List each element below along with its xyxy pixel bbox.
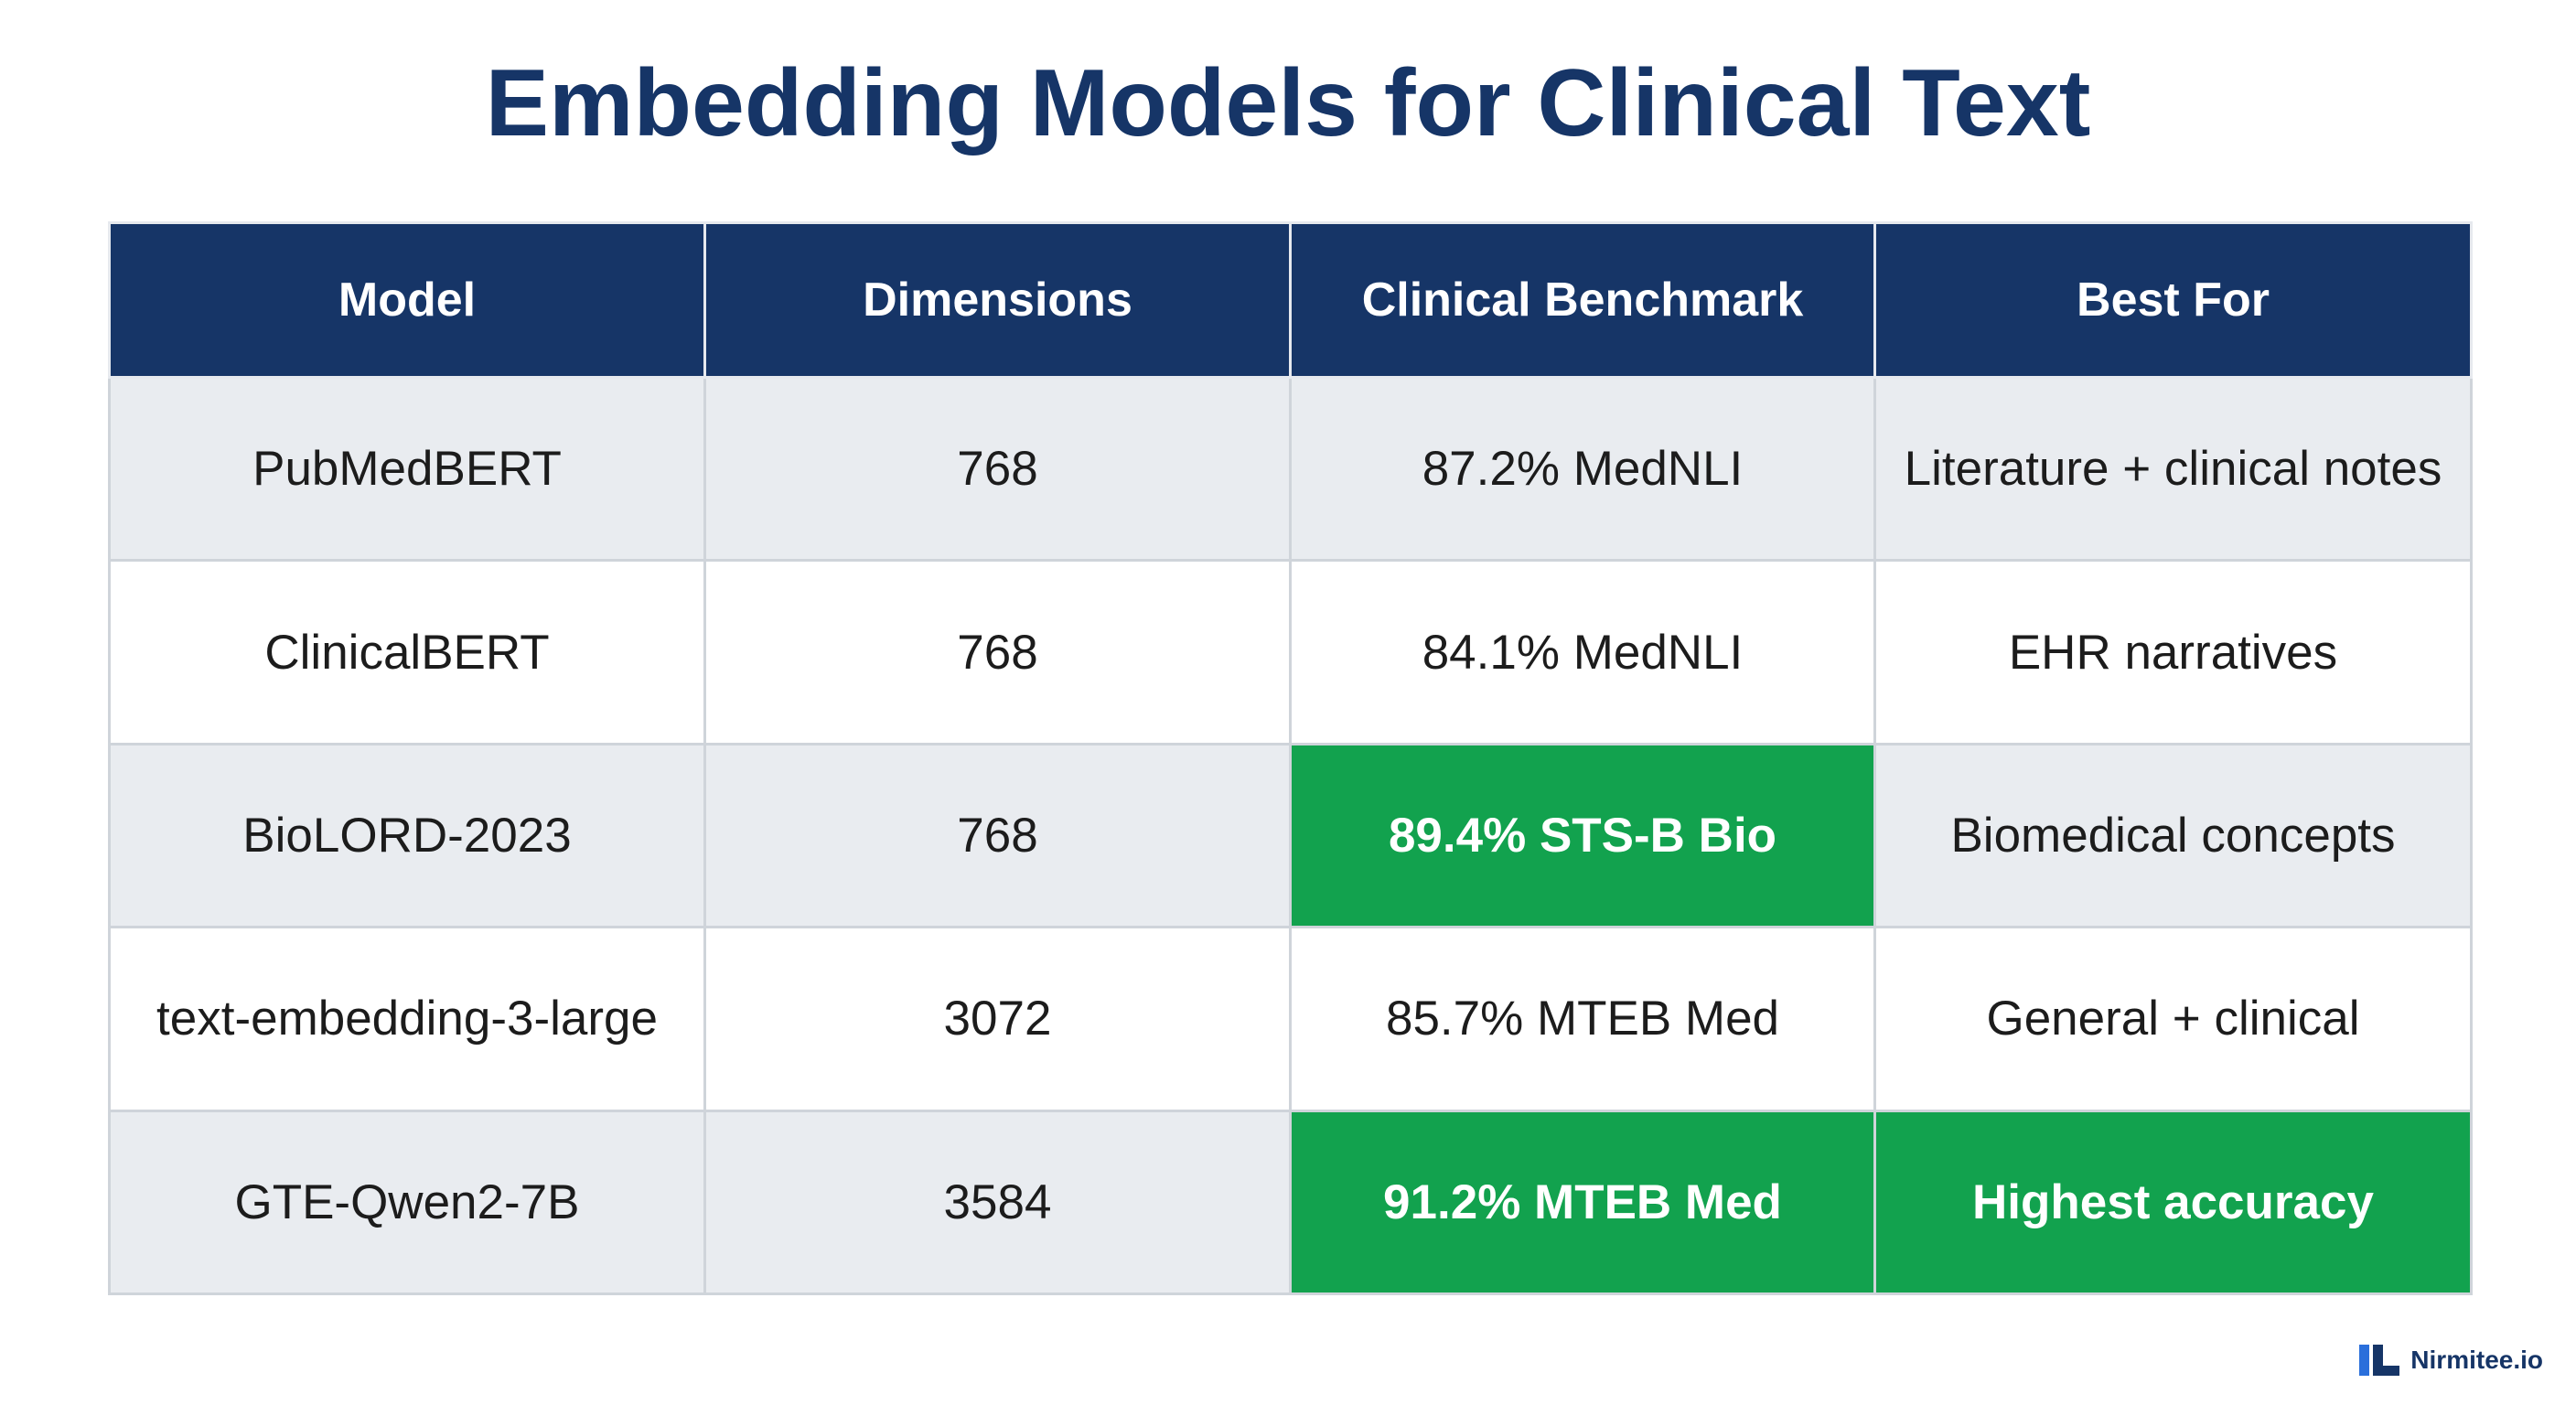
best-for-cell-highlighted: Highest accuracy — [1873, 1109, 2473, 1296]
column-header-dimensions: Dimensions — [703, 221, 1292, 379]
dimensions-cell: 768 — [703, 559, 1292, 745]
benchmark-cell: 84.1% MedNLI — [1289, 559, 1876, 745]
nirmitee-logo-icon — [2359, 1345, 2400, 1376]
table-row: text-embedding-3-large 3072 85.7% MTEB M… — [108, 926, 2473, 1112]
best-for-cell: Biomedical concepts — [1873, 742, 2473, 929]
dimensions-cell: 3584 — [703, 1109, 1292, 1296]
benchmark-cell-highlighted: 91.2% MTEB Med — [1289, 1109, 1876, 1296]
column-header-best-for: Best For — [1873, 221, 2473, 379]
benchmark-cell: 87.2% MedNLI — [1289, 375, 1876, 563]
model-cell: PubMedBERT — [108, 375, 706, 563]
model-cell: text-embedding-3-large — [108, 926, 706, 1112]
brand-logo: Nirmitee.io — [2359, 1345, 2543, 1376]
column-header-model: Model — [108, 221, 706, 379]
models-table: Model Dimensions Clinical Benchmark Best… — [108, 221, 2473, 1296]
brand-name: Nirmitee.io — [2410, 1346, 2543, 1374]
best-for-cell: Literature + clinical notes — [1873, 375, 2473, 563]
best-for-cell: EHR narratives — [1873, 559, 2473, 745]
model-cell: GTE-Qwen2-7B — [108, 1109, 706, 1296]
benchmark-cell: 85.7% MTEB Med — [1289, 926, 1876, 1112]
table-row: BioLORD-2023 768 89.4% STS-B Bio Biomedi… — [108, 742, 2473, 929]
dimensions-cell: 3072 — [703, 926, 1292, 1112]
table-row: ClinicalBERT 768 84.1% MedNLI EHR narrat… — [108, 559, 2473, 745]
column-header-benchmark: Clinical Benchmark — [1289, 221, 1876, 379]
dimensions-cell: 768 — [703, 742, 1292, 929]
benchmark-cell-highlighted: 89.4% STS-B Bio — [1289, 742, 1876, 929]
dimensions-cell: 768 — [703, 375, 1292, 563]
table-row: PubMedBERT 768 87.2% MedNLI Literature +… — [108, 375, 2473, 563]
table-header-row: Model Dimensions Clinical Benchmark Best… — [108, 221, 2473, 379]
model-cell: BioLORD-2023 — [108, 742, 706, 929]
model-cell: ClinicalBERT — [108, 559, 706, 745]
page-title: Embedding Models for Clinical Text — [485, 50, 2091, 156]
best-for-cell: General + clinical — [1873, 926, 2473, 1112]
table-row: GTE-Qwen2-7B 3584 91.2% MTEB Med Highest… — [108, 1109, 2473, 1296]
